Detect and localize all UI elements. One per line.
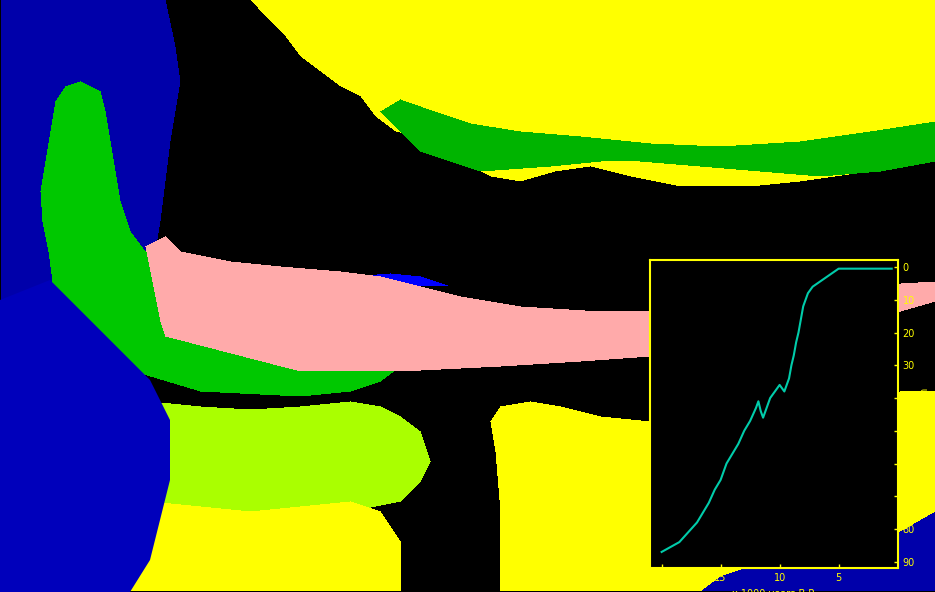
Polygon shape	[0, 280, 170, 592]
X-axis label: x 1000 years B.P.: x 1000 years B.P.	[732, 588, 815, 592]
Y-axis label: depth in m: depth in m	[920, 388, 930, 441]
